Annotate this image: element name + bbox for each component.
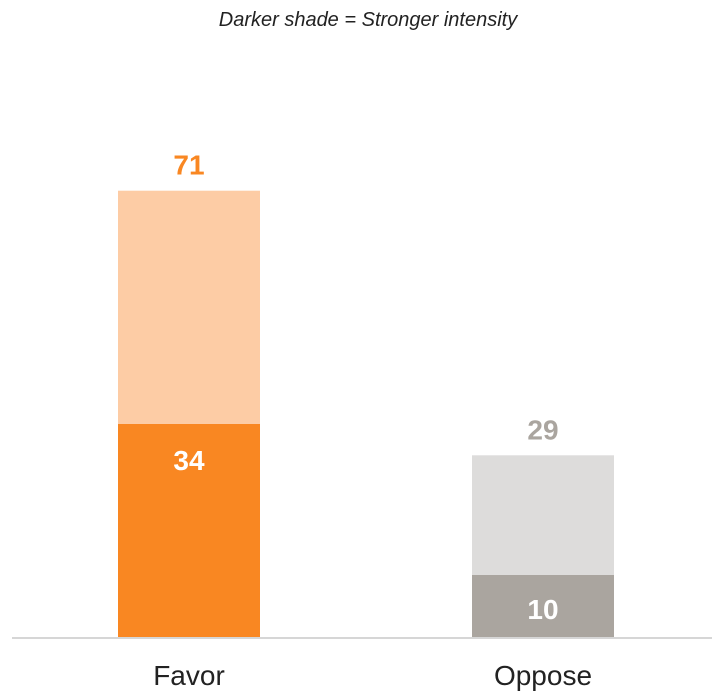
bar-favor-other bbox=[118, 190, 260, 424]
value-label-oppose-strong: 10 bbox=[527, 594, 558, 625]
chart-subtitle: Darker shade = Stronger intensity bbox=[219, 9, 518, 31]
bars-group bbox=[118, 190, 614, 638]
bar-favor-strong bbox=[118, 423, 260, 638]
category-label-oppose: Oppose bbox=[494, 660, 592, 691]
value-label-favor-strong: 34 bbox=[173, 445, 205, 476]
bar-oppose-other bbox=[472, 455, 614, 575]
labels-group: 34 71 Favor 10 29 Oppose bbox=[153, 150, 592, 691]
total-label-oppose: 29 bbox=[527, 414, 558, 445]
bar-oppose-strong bbox=[472, 575, 614, 638]
total-label-favor: 71 bbox=[173, 150, 204, 181]
category-label-favor: Favor bbox=[153, 660, 225, 691]
